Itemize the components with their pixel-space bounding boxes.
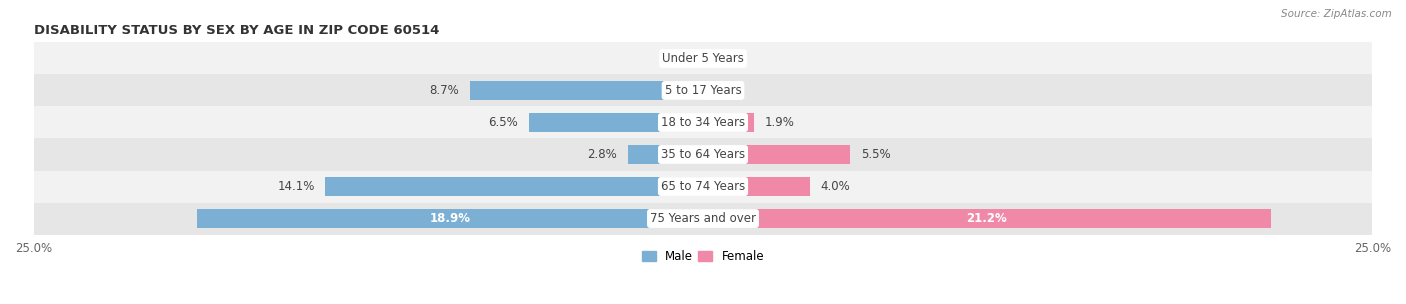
- Text: 65 to 74 Years: 65 to 74 Years: [661, 180, 745, 193]
- Bar: [703, 145, 851, 164]
- Text: 4.0%: 4.0%: [821, 180, 851, 193]
- Bar: [34, 74, 1372, 106]
- Bar: [34, 171, 1372, 202]
- Text: 2.8%: 2.8%: [588, 148, 617, 161]
- Bar: [325, 177, 703, 196]
- Text: 35 to 64 Years: 35 to 64 Years: [661, 148, 745, 161]
- Bar: [703, 209, 1271, 228]
- Bar: [470, 81, 703, 100]
- Text: 0.0%: 0.0%: [662, 52, 692, 65]
- Text: 6.5%: 6.5%: [488, 116, 519, 129]
- Bar: [703, 112, 754, 133]
- Legend: Male, Female: Male, Female: [641, 250, 765, 263]
- Text: 18 to 34 Years: 18 to 34 Years: [661, 116, 745, 129]
- Text: 21.2%: 21.2%: [966, 212, 1007, 225]
- Bar: [628, 145, 703, 164]
- Bar: [34, 43, 1372, 74]
- Text: Under 5 Years: Under 5 Years: [662, 52, 744, 65]
- Text: DISABILITY STATUS BY SEX BY AGE IN ZIP CODE 60514: DISABILITY STATUS BY SEX BY AGE IN ZIP C…: [34, 24, 439, 37]
- Text: 18.9%: 18.9%: [429, 212, 471, 225]
- Text: 5.5%: 5.5%: [860, 148, 890, 161]
- Bar: [34, 106, 1372, 139]
- Text: Source: ZipAtlas.com: Source: ZipAtlas.com: [1281, 9, 1392, 19]
- Text: 5 to 17 Years: 5 to 17 Years: [665, 84, 741, 97]
- Bar: [34, 202, 1372, 234]
- Bar: [34, 139, 1372, 171]
- Text: 0.0%: 0.0%: [714, 84, 744, 97]
- Text: 14.1%: 14.1%: [277, 180, 315, 193]
- Bar: [703, 177, 810, 196]
- Text: 0.0%: 0.0%: [714, 52, 744, 65]
- Text: 8.7%: 8.7%: [430, 84, 460, 97]
- Bar: [197, 209, 703, 228]
- Text: 1.9%: 1.9%: [765, 116, 794, 129]
- Bar: [529, 112, 703, 133]
- Text: 75 Years and over: 75 Years and over: [650, 212, 756, 225]
